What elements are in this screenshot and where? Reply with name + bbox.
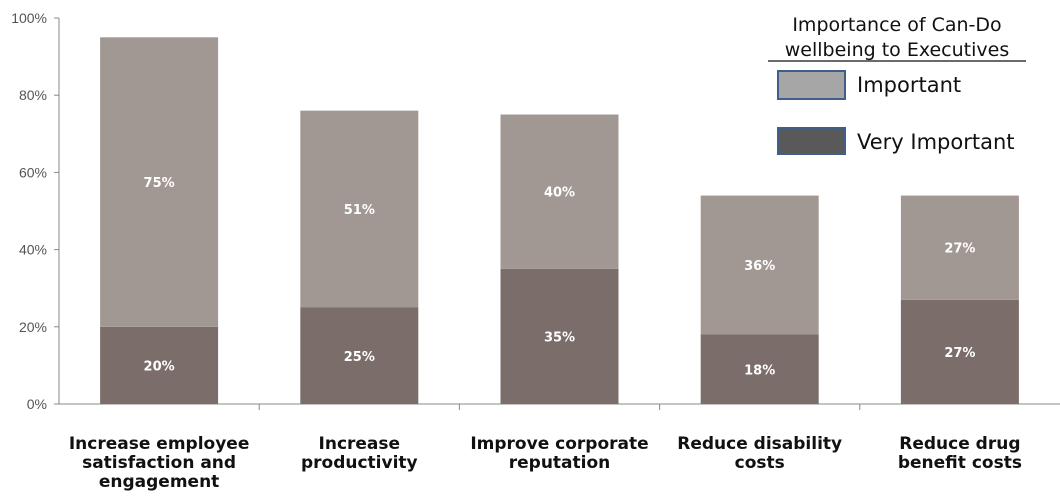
- legend: Importance of Can-Do wellbeing to Executi…: [768, 14, 1026, 155]
- y-tick-label: 0%: [27, 396, 47, 412]
- bar-important: [300, 110, 419, 308]
- y-tick-label: 40%: [19, 242, 47, 258]
- category-label: Increase employee satisfaction and engagem…: [69, 434, 250, 492]
- bar-important: [900, 195, 1019, 300]
- data-label: 51%: [344, 203, 375, 218]
- bar-important: [500, 114, 619, 269]
- data-label: 27%: [944, 346, 975, 361]
- bar-very-important: [300, 307, 419, 404]
- y-tick-label: 80%: [19, 87, 47, 103]
- data-label: 40%: [544, 186, 575, 201]
- data-label: 25%: [344, 350, 375, 365]
- legend-swatch: [777, 70, 846, 100]
- data-label: 18%: [744, 363, 775, 378]
- category-labels: Increase employee satisfaction and engagem…: [69, 434, 1022, 492]
- data-label: 35%: [544, 330, 575, 345]
- bar-very-important: [900, 299, 1019, 404]
- bar-very-important: [100, 326, 219, 404]
- legend-label: Important: [857, 73, 961, 97]
- axes: 0% 20% 40% 60% 80% 100%: [11, 10, 1060, 412]
- bar-very-important: [500, 268, 619, 404]
- bars: 20% 75% 25% 51% 35% 40% 18% 36% 27% 27%: [100, 37, 1019, 404]
- legend-label: Very Important: [857, 130, 1015, 154]
- data-label: 36%: [744, 259, 775, 274]
- bar-important: [100, 37, 219, 327]
- category-label: Reduce drug benefit costs: [898, 434, 1022, 473]
- category-label: Reduce disability costs: [677, 434, 842, 473]
- y-tick-label: 100%: [11, 10, 47, 26]
- category-label: Increase productivity: [301, 434, 418, 473]
- data-label: 27%: [944, 242, 975, 257]
- legend-title: Importance of Can-Do: [792, 14, 1001, 36]
- legend-swatch: [777, 127, 846, 155]
- data-label: 75%: [144, 176, 175, 191]
- legend-title: wellbeing to Executives: [785, 39, 1009, 61]
- category-label: Improve corporate reputation: [470, 434, 648, 473]
- bar-important: [700, 195, 819, 335]
- data-label: 20%: [144, 359, 175, 374]
- y-tick-label: 60%: [19, 164, 47, 180]
- bar-very-important: [700, 334, 819, 404]
- y-tick-label: 20%: [19, 319, 47, 335]
